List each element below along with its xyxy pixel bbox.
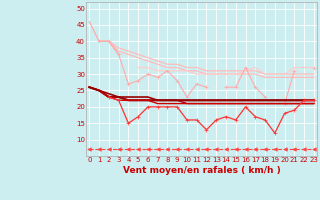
X-axis label: Vent moyen/en rafales ( km/h ): Vent moyen/en rafales ( km/h ) (123, 166, 280, 175)
